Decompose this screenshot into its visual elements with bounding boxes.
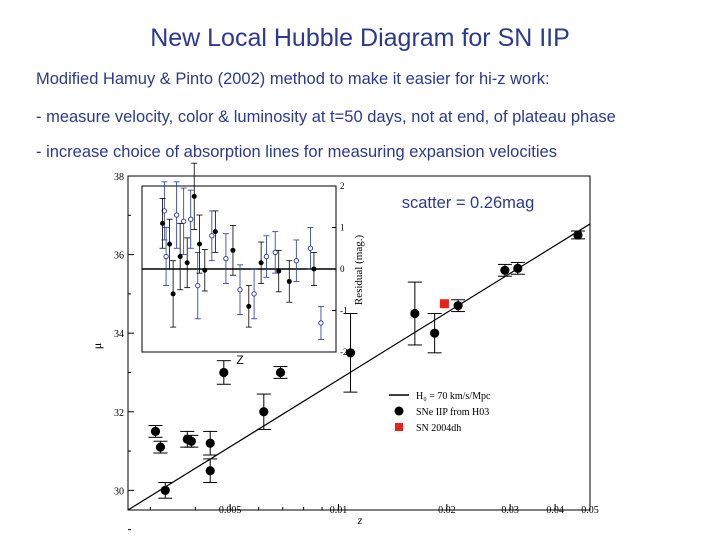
sn-iip-point bbox=[275, 367, 286, 378]
sn-iip-point bbox=[205, 438, 215, 448]
inset-open-point bbox=[209, 233, 215, 239]
sn-iip-point bbox=[205, 466, 215, 476]
sn-iip-point bbox=[219, 367, 229, 378]
sn-iip-point bbox=[573, 230, 583, 240]
inset-filled-point bbox=[167, 241, 173, 247]
inset-open-point bbox=[263, 253, 270, 260]
inset-filled-point bbox=[197, 241, 203, 247]
sn-iip-point bbox=[410, 308, 420, 319]
inset-filled-point bbox=[177, 254, 183, 260]
inset-x-axis-label: Z bbox=[236, 353, 243, 367]
sn-iip-point bbox=[430, 328, 440, 338]
inset-filled-point bbox=[212, 229, 218, 235]
y-tick-label: 32 bbox=[114, 408, 124, 419]
x-tick-label: 0.05 bbox=[581, 505, 599, 516]
inset-open-point bbox=[161, 208, 167, 214]
inset-filled-point bbox=[258, 260, 264, 266]
inset-open-point bbox=[307, 245, 314, 251]
inset-y-axis-label: Residual (mag.) bbox=[353, 235, 365, 306]
inset-filled-point bbox=[286, 278, 292, 284]
inset-y-tick-label: -2 bbox=[340, 347, 348, 357]
legend-circle-swatch bbox=[394, 406, 404, 416]
inset-filled-point bbox=[246, 303, 252, 309]
legend-box bbox=[384, 384, 526, 438]
legend-label: SN 2004dh bbox=[416, 423, 461, 434]
inset-filled-point bbox=[202, 267, 208, 273]
inset-filled-point bbox=[191, 193, 197, 199]
y-tick-label: 38 bbox=[114, 172, 124, 183]
y-tick-label: 30 bbox=[114, 486, 124, 497]
sn-iip-point bbox=[500, 265, 510, 275]
inset-open-point bbox=[251, 291, 257, 297]
inset-y-tick-label: 2 bbox=[340, 181, 345, 191]
sn-iip-point bbox=[453, 301, 463, 311]
sn-iip-point bbox=[160, 485, 170, 495]
x-axis-label: z bbox=[357, 513, 363, 527]
x-tick-label: 0.02 bbox=[438, 505, 456, 516]
sn-iip-point bbox=[186, 436, 196, 446]
inset-filled-point bbox=[276, 268, 282, 274]
legend-label: H₀ = 70 km/s/Mpc bbox=[416, 391, 491, 402]
sn-iip-point bbox=[345, 348, 356, 358]
inset-open-point bbox=[188, 216, 194, 222]
scatter-annotation: scatter = 0.26mag bbox=[402, 194, 535, 212]
x-tick-label: 0.005 bbox=[219, 505, 242, 516]
inset-open-point bbox=[293, 258, 299, 264]
inset-filled-point bbox=[170, 291, 176, 297]
inset-y-tick-label: 1 bbox=[340, 223, 345, 233]
sn-iip-point bbox=[150, 426, 161, 437]
bullet-absorption: - increase choice of absorption lines fo… bbox=[36, 143, 557, 161]
inset-open-point bbox=[223, 255, 229, 262]
inset-open-point bbox=[237, 287, 243, 293]
inset-filled-point bbox=[311, 266, 317, 272]
x-tick-label: 0.01 bbox=[330, 505, 348, 516]
bullet-velocity: - measure velocity, color & luminosity a… bbox=[36, 108, 616, 126]
subtitle-line: Modified Hamuy & Pinto (2002) method to … bbox=[36, 70, 550, 88]
inset-open-point bbox=[318, 320, 324, 326]
sn-iip-point bbox=[155, 442, 166, 452]
legend-square-swatch bbox=[395, 423, 403, 431]
sn-2004dh-point bbox=[439, 299, 449, 309]
inset-y-tick-label: -1 bbox=[340, 306, 348, 316]
y-tick-label: 34 bbox=[114, 329, 124, 340]
inset-open-point bbox=[181, 218, 187, 224]
inset-y-tick-label: 0 bbox=[340, 264, 345, 274]
inset-open-point bbox=[163, 253, 169, 260]
y-tick-label: 36 bbox=[114, 251, 124, 262]
x-tick-label: 0.04 bbox=[546, 505, 564, 516]
inset-open-point bbox=[195, 282, 201, 289]
inset-filled-point bbox=[184, 260, 190, 266]
inset-filled-point bbox=[230, 247, 236, 253]
page-title: New Local Hubble Diagram for SN IIP bbox=[150, 24, 570, 52]
inset-open-point bbox=[173, 212, 180, 218]
sn-iip-point bbox=[513, 263, 523, 273]
x-tick-label: 0.03 bbox=[501, 505, 519, 516]
inset-open-point bbox=[272, 249, 278, 256]
inset-filled-point bbox=[160, 220, 166, 226]
legend-label: SNe IIP from H03 bbox=[416, 407, 489, 418]
hubble-law-line bbox=[127, 223, 591, 511]
sn-iip-point bbox=[259, 407, 269, 417]
y-axis-label: μ bbox=[90, 343, 104, 349]
